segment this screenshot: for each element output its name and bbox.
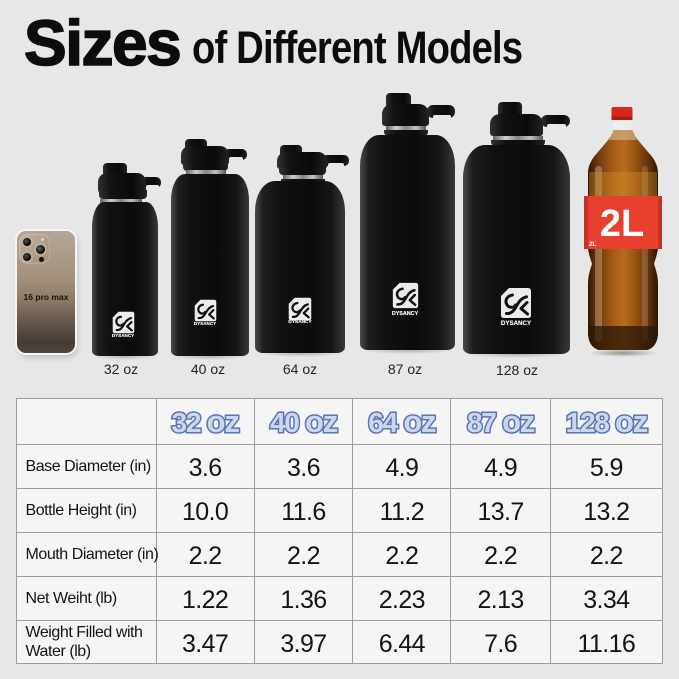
- svg-text:2L: 2L: [600, 203, 644, 245]
- svg-text:2L: 2L: [589, 242, 596, 248]
